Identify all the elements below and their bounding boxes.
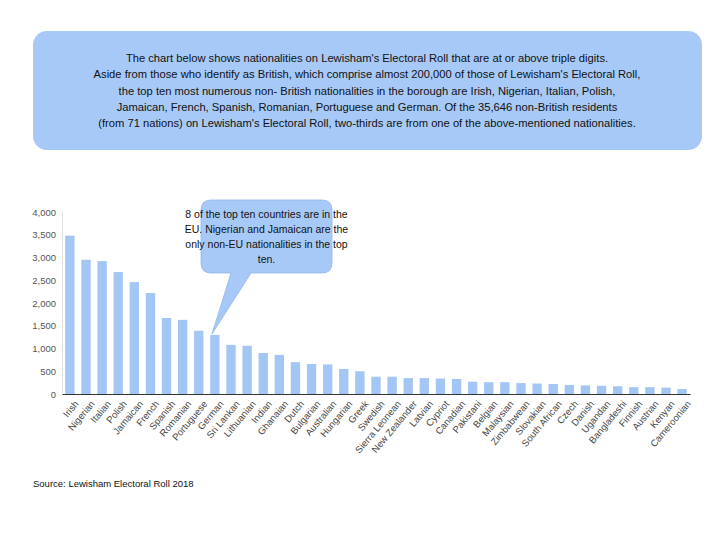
y-tick-label: 3,000 <box>32 252 56 263</box>
x-axis-line <box>63 394 691 395</box>
y-tick-label: 1,500 <box>32 320 56 331</box>
x-tick: Cameroonian <box>648 394 693 449</box>
title-line: (from 71 nations) on Lewisham's Electora… <box>98 117 636 129</box>
bar <box>581 385 590 394</box>
title-line: Aside from those who identify as British… <box>94 68 641 80</box>
bar <box>629 387 638 394</box>
y-tick: 500 <box>40 366 62 377</box>
y-tick-label: 4,000 <box>32 207 56 218</box>
bar <box>436 379 445 394</box>
source: Source: Lewisham Electoral Roll 2018 <box>33 478 194 489</box>
bar <box>275 355 284 394</box>
bar <box>532 384 541 394</box>
bar <box>549 384 558 394</box>
bar <box>677 389 686 394</box>
header-box <box>33 31 702 150</box>
chart: The chart below shows nationalities on L… <box>0 0 720 540</box>
x-tick-label: Cameroonian <box>648 398 693 449</box>
x-axis: IrishNigerianItalianPolishJamaicanFrench… <box>61 394 693 455</box>
x-tick-label: South African <box>519 398 564 448</box>
title-line: The chart below shows nationalities on L… <box>126 52 608 64</box>
y-tick-label: 2,500 <box>32 275 56 286</box>
y-tick-label: 500 <box>40 366 56 377</box>
y-tick: 1,500 <box>32 320 62 331</box>
title-line: the top ten most numerous non- British n… <box>119 85 616 97</box>
callout: 8 of the top ten countries are in the EU.… <box>185 200 349 334</box>
bar <box>404 378 413 394</box>
bar <box>387 377 396 394</box>
bar <box>130 282 139 394</box>
bar <box>597 386 606 394</box>
y-tick-label: 1,000 <box>32 343 56 354</box>
y-tick: 4,000 <box>32 207 62 218</box>
bar <box>371 377 380 394</box>
callout-text: ten. <box>258 253 276 265</box>
bar <box>420 378 429 394</box>
bar <box>307 364 316 394</box>
y-tick: 2,500 <box>32 275 62 286</box>
bar <box>291 362 300 394</box>
bar <box>323 364 332 394</box>
y-axis-line <box>62 213 63 395</box>
y-tick: 0 <box>51 389 62 400</box>
y-axis: 0 500 1,000 1,500 2,000 2,500 3,000 3,500 4,000 <box>32 207 62 400</box>
bar <box>516 383 525 394</box>
y-tick-label: 2,000 <box>32 298 56 309</box>
bar <box>661 388 670 394</box>
bar <box>81 260 90 394</box>
bar <box>484 382 493 394</box>
callout-box <box>201 200 332 334</box>
bar <box>500 382 509 394</box>
y-tick-label: 3,500 <box>32 229 56 240</box>
bar <box>194 331 203 394</box>
y-tick: 2,000 <box>32 298 62 309</box>
bar <box>259 353 268 394</box>
bar <box>452 379 461 394</box>
y-tick: 3,500 <box>32 229 62 240</box>
bar <box>178 320 187 394</box>
title-line: Jamaican, French, Spanish, Romanian, Por… <box>117 101 618 113</box>
bar <box>468 382 477 394</box>
bar <box>355 371 364 394</box>
bar <box>65 236 74 394</box>
bar <box>210 335 219 394</box>
bar <box>613 386 622 394</box>
bar <box>146 293 155 394</box>
bar <box>114 272 123 394</box>
y-tick: 3,000 <box>32 252 62 263</box>
bar <box>162 318 171 394</box>
callout-text: EU. Nigerian and Jamaican are the <box>185 223 349 235</box>
bar <box>339 369 348 394</box>
bar <box>645 387 654 394</box>
callout-text: 8 of the top ten countries are in the <box>185 208 347 220</box>
bar <box>242 346 251 394</box>
bars <box>65 236 687 394</box>
y-tick: 1,000 <box>32 343 62 354</box>
bar <box>565 385 574 394</box>
callout-text: only non-EU nationalities in the top <box>185 238 347 250</box>
y-tick-label: 0 <box>51 389 56 400</box>
bar <box>226 345 235 394</box>
bar <box>97 261 106 394</box>
